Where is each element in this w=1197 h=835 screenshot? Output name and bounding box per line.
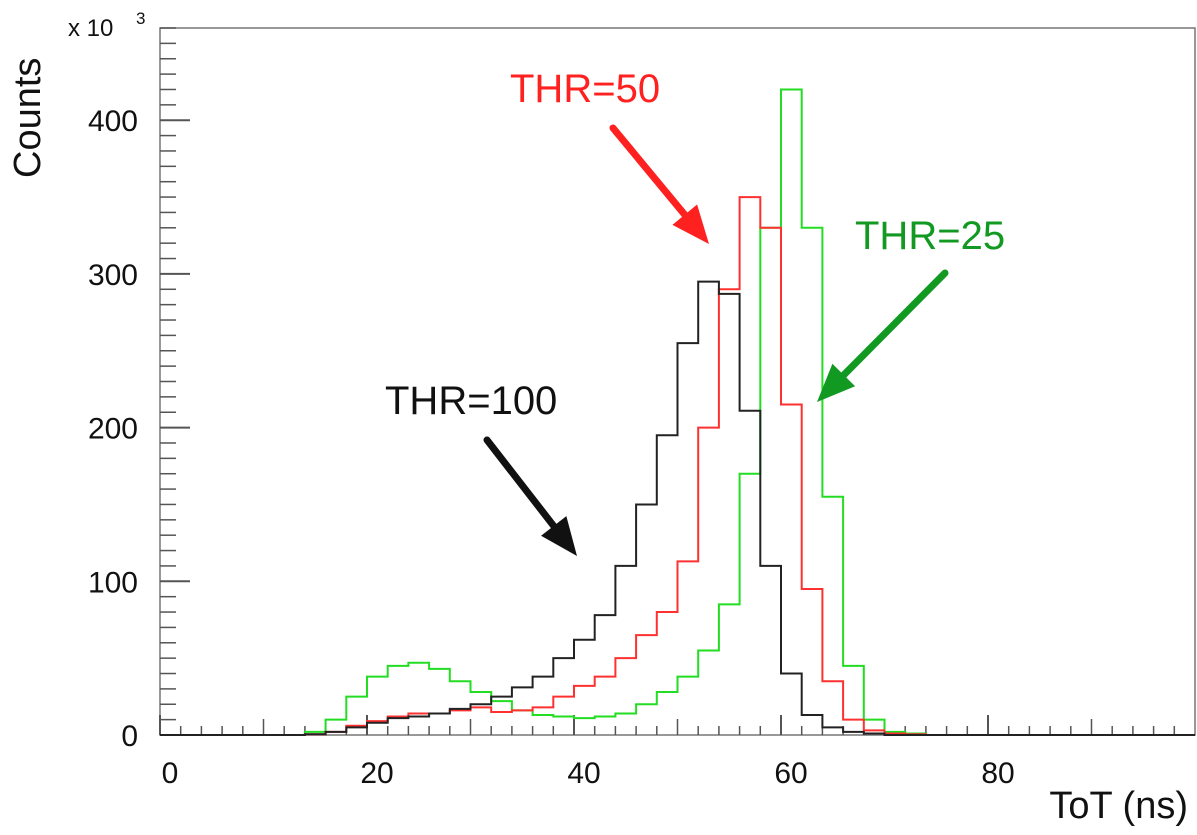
- y-tick-label: 0: [121, 720, 138, 753]
- x-tick-label: 60: [774, 757, 807, 790]
- y-tick-label: 400: [88, 105, 138, 138]
- x-axis-title: ToT (ns): [1049, 785, 1188, 827]
- arrow-thr100-shaft: [483, 436, 558, 530]
- y-tick-label: 300: [88, 259, 138, 292]
- arrow-thr50: [609, 124, 709, 244]
- arrow-thr100: [483, 436, 577, 556]
- x-tick-label: 40: [567, 757, 600, 790]
- y-multiplier-exponent: 3: [136, 9, 145, 28]
- arrow-thr50-head: [672, 204, 709, 244]
- arrow-thr50-shaft: [609, 124, 689, 219]
- x-tick-label: 80: [981, 757, 1014, 790]
- y-tick-label: 100: [88, 566, 138, 599]
- histogram-series-1: [160, 196, 1195, 736]
- arrow-thr25-shaft: [840, 269, 949, 379]
- arrow-thr25-head: [817, 363, 856, 402]
- y-tick-label: 200: [88, 413, 138, 446]
- annotation-thr25: THR=25: [855, 214, 1005, 258]
- y-multiplier-label: x 10: [68, 15, 113, 42]
- y-axis-title: Counts: [7, 58, 49, 178]
- histogram-series-0: [160, 280, 1195, 736]
- annotation-thr50: THR=50: [510, 67, 660, 111]
- x-tick-label: 20: [360, 757, 393, 790]
- x-tick-label: 0: [162, 757, 179, 790]
- arrow-thr25: [817, 269, 949, 402]
- annotation-thr100: THR=100: [385, 379, 557, 423]
- arrow-thr100-head: [541, 516, 577, 556]
